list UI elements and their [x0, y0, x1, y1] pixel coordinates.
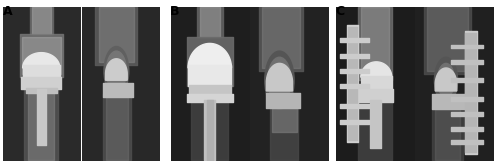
Polygon shape	[22, 53, 60, 68]
Polygon shape	[361, 62, 392, 77]
Text: C: C	[335, 5, 344, 18]
Circle shape	[106, 51, 126, 91]
Circle shape	[264, 51, 294, 109]
Circle shape	[434, 57, 458, 103]
Circle shape	[104, 47, 129, 96]
Circle shape	[268, 57, 291, 103]
Polygon shape	[435, 68, 457, 91]
Text: A: A	[2, 5, 12, 18]
Text: B: B	[170, 5, 179, 18]
Polygon shape	[266, 63, 292, 91]
Circle shape	[438, 63, 454, 97]
Polygon shape	[106, 59, 127, 80]
Polygon shape	[188, 43, 232, 68]
